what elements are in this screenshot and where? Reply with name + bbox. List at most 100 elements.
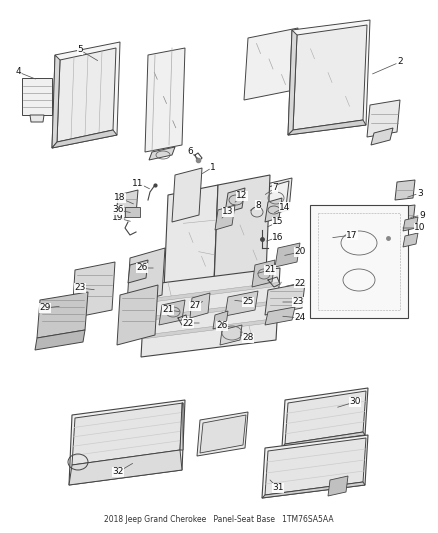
- Text: 24: 24: [294, 313, 306, 322]
- Polygon shape: [141, 268, 280, 357]
- Text: 30: 30: [349, 398, 361, 407]
- Polygon shape: [190, 293, 210, 318]
- Polygon shape: [143, 300, 281, 321]
- Polygon shape: [265, 307, 295, 325]
- Polygon shape: [116, 190, 138, 220]
- Polygon shape: [367, 100, 400, 137]
- Polygon shape: [225, 188, 245, 213]
- Polygon shape: [200, 415, 246, 453]
- Polygon shape: [180, 403, 183, 450]
- Polygon shape: [288, 30, 297, 135]
- Polygon shape: [395, 180, 415, 200]
- Polygon shape: [225, 291, 258, 316]
- Text: 14: 14: [279, 203, 291, 212]
- Text: 7: 7: [272, 183, 278, 192]
- Text: 23: 23: [292, 297, 304, 306]
- Polygon shape: [197, 412, 248, 456]
- Polygon shape: [293, 25, 367, 130]
- Polygon shape: [52, 42, 120, 148]
- Polygon shape: [285, 391, 366, 444]
- Text: 17: 17: [346, 230, 358, 239]
- Polygon shape: [52, 130, 117, 148]
- Polygon shape: [72, 262, 115, 318]
- Text: 1: 1: [210, 163, 216, 172]
- Polygon shape: [328, 476, 348, 496]
- Text: 19: 19: [112, 214, 124, 222]
- Polygon shape: [310, 205, 408, 318]
- Text: 31: 31: [272, 483, 284, 492]
- Text: 11: 11: [132, 179, 144, 188]
- Polygon shape: [52, 55, 60, 148]
- Polygon shape: [282, 388, 368, 447]
- Polygon shape: [22, 78, 52, 115]
- Polygon shape: [282, 432, 365, 447]
- Text: 2018 Jeep Grand Cherokee   Panel-Seat Base   1TM76SA5AA: 2018 Jeep Grand Cherokee Panel-Seat Base…: [104, 515, 334, 524]
- Polygon shape: [128, 260, 148, 283]
- Polygon shape: [149, 147, 175, 160]
- Polygon shape: [265, 198, 282, 222]
- Text: 3: 3: [417, 189, 423, 198]
- Polygon shape: [142, 318, 280, 339]
- Polygon shape: [37, 292, 88, 338]
- Polygon shape: [262, 181, 289, 214]
- Text: 13: 13: [222, 207, 234, 216]
- Polygon shape: [159, 300, 185, 325]
- Polygon shape: [288, 20, 370, 135]
- Polygon shape: [265, 283, 305, 315]
- Polygon shape: [127, 248, 165, 305]
- Polygon shape: [252, 260, 275, 287]
- Polygon shape: [220, 325, 242, 345]
- Text: 5: 5: [77, 45, 83, 54]
- Text: 32: 32: [112, 467, 124, 477]
- Text: 8: 8: [255, 200, 261, 209]
- Text: 4: 4: [15, 68, 21, 77]
- Polygon shape: [117, 285, 158, 345]
- Text: 29: 29: [39, 303, 51, 312]
- Polygon shape: [275, 243, 300, 267]
- Polygon shape: [288, 120, 366, 135]
- Text: 9: 9: [419, 211, 425, 220]
- Polygon shape: [30, 115, 44, 122]
- Polygon shape: [244, 28, 298, 100]
- Text: 21: 21: [264, 265, 276, 274]
- Text: 26: 26: [216, 321, 228, 330]
- Polygon shape: [262, 435, 368, 498]
- Bar: [125, 207, 140, 217]
- Text: 36: 36: [112, 206, 124, 214]
- Polygon shape: [69, 400, 185, 485]
- Text: 18: 18: [114, 193, 126, 203]
- Polygon shape: [259, 178, 292, 217]
- Polygon shape: [172, 168, 202, 222]
- Polygon shape: [248, 198, 265, 224]
- Text: 10: 10: [414, 223, 426, 232]
- Polygon shape: [265, 438, 366, 495]
- Text: 21: 21: [162, 305, 174, 314]
- Polygon shape: [214, 175, 270, 285]
- Text: 16: 16: [272, 232, 284, 241]
- Text: 15: 15: [272, 217, 284, 227]
- Text: 22: 22: [294, 279, 306, 287]
- Text: 23: 23: [74, 284, 86, 293]
- Polygon shape: [262, 482, 365, 498]
- Text: 6: 6: [187, 148, 193, 157]
- Polygon shape: [144, 282, 282, 303]
- Text: 2: 2: [397, 58, 403, 67]
- Polygon shape: [72, 403, 183, 465]
- Text: 12: 12: [237, 191, 247, 200]
- Text: 28: 28: [242, 334, 254, 343]
- Polygon shape: [403, 217, 418, 231]
- Polygon shape: [403, 233, 418, 247]
- Polygon shape: [164, 185, 218, 290]
- Polygon shape: [395, 205, 415, 225]
- Polygon shape: [213, 311, 228, 329]
- Text: 25: 25: [242, 297, 254, 306]
- Text: 22: 22: [182, 319, 194, 327]
- Text: 26: 26: [136, 263, 148, 272]
- Polygon shape: [35, 330, 85, 350]
- Polygon shape: [57, 48, 116, 142]
- Text: 20: 20: [294, 247, 306, 256]
- Text: 27: 27: [189, 302, 201, 311]
- Polygon shape: [145, 48, 185, 152]
- Polygon shape: [371, 128, 393, 145]
- Polygon shape: [215, 205, 235, 230]
